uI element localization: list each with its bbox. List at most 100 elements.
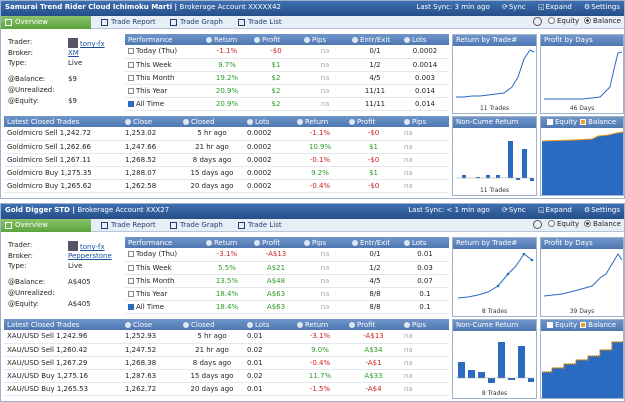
sync-button[interactable]: ⟳Sync (501, 3, 526, 11)
return-by-trade-chart[interactable]: Return by Trade# 8 Trades (452, 237, 537, 317)
equity-balance-chart[interactable]: Equity Balance (540, 319, 624, 399)
performance-table: Performance Return Profit Pips Entr/Exit… (125, 237, 449, 314)
account-label: Brokerage Account XXX27 (77, 206, 170, 214)
sync-button[interactable]: ⟳Sync (501, 206, 526, 214)
checkbox-icon[interactable] (128, 251, 134, 258)
tab-trade-list[interactable]: Trade List (234, 16, 282, 29)
graph-icon (170, 222, 177, 229)
table-row[interactable]: XAU/USD Buy 1,275.16 1,287.63 15 days ago 0… (4, 369, 449, 383)
non-cume-return-chart[interactable]: Non-Cume Return 8 Trades (452, 319, 537, 399)
sort-icon (304, 36, 310, 43)
settings-button[interactable]: ⚙Settings (584, 206, 620, 214)
return-by-trade-chart[interactable]: Return by Trade# 11 Trades (452, 34, 537, 114)
last-sync: Last Sync: < 1 min ago (408, 206, 490, 214)
expand-button[interactable]: ◱Expand (537, 3, 572, 11)
table-row[interactable]: XAU/USD Sell 1,267.29 1,268.38 8 days ago 0… (4, 356, 449, 370)
sort-icon (404, 239, 410, 246)
tab-trade-graph[interactable]: Trade Graph (166, 219, 223, 232)
table-row[interactable]: This Month 19.2% $2 na 4/5 0.003 (125, 71, 449, 85)
sort-icon (404, 321, 410, 328)
sort-icon (247, 118, 253, 125)
table-row[interactable]: This Year 20.9% $2 na 11/11 0.014 (125, 84, 449, 98)
bar-chart (456, 342, 534, 383)
trader-link[interactable]: tony-fx (80, 243, 105, 251)
balance-radio[interactable]: Balance (584, 220, 621, 228)
table-row[interactable]: This Week 9.7% $1 na 1/2 0.0014 (125, 58, 449, 72)
table-row[interactable]: All Time 20.9% $2 na 11/11 0.014 (125, 97, 449, 111)
equity-balance-chart[interactable]: Equity Balance (540, 116, 624, 196)
settings-button[interactable]: ⚙Settings (584, 3, 620, 11)
tab-overview[interactable]: Overview (1, 219, 91, 232)
sort-icon (125, 321, 131, 328)
avatar (68, 38, 78, 48)
equity-value: A$405 (68, 300, 91, 308)
checkbox-icon[interactable] (128, 74, 134, 81)
table-row[interactable]: Goldmicro Sell 1,267.11 1,268.52 8 days ag… (4, 153, 449, 167)
area-chart (542, 341, 623, 398)
options-gear-icon[interactable] (533, 17, 542, 26)
checkbox-icon[interactable] (128, 87, 134, 94)
system-title[interactable]: Gold Digger STD (5, 206, 70, 214)
tab-bar: Overview Trade Report Trade Graph Trade … (1, 16, 624, 29)
equity-radio[interactable]: Equity (548, 17, 579, 25)
system-title[interactable]: Samurai Trend Rider Cloud Ichimoku Marti (5, 3, 173, 11)
sort-icon (297, 321, 303, 328)
balance-radio[interactable]: Balance (584, 17, 621, 25)
tab-overview[interactable]: Overview (1, 16, 91, 29)
overview-icon (5, 19, 12, 26)
closed-trades-header: Latest Closed Trades Close Closed Lots R… (4, 319, 449, 330)
line-chart (456, 49, 535, 98)
table-row[interactable]: XAU/USD Buy 1,265.53 1,262.72 20 days ago 0… (4, 382, 449, 396)
table-row[interactable]: This Year 18.4% A$63 na 8/8 0.1 (125, 287, 449, 301)
list-icon (238, 19, 245, 26)
checkbox-icon[interactable] (128, 264, 134, 271)
checkbox-icon[interactable] (128, 61, 134, 68)
table-row[interactable]: Goldmicro Sell 1,242.72 1,253.02 5 hr ago 0… (4, 127, 449, 141)
options-gear-icon[interactable] (533, 220, 542, 229)
equity-radio[interactable]: Equity (548, 220, 579, 228)
sort-icon (206, 36, 212, 43)
report-icon (101, 19, 108, 26)
sort-icon (183, 118, 189, 125)
account-info: Trader: tony-fx Broker: XM Type: Live @Bala… (8, 38, 105, 105)
table-row[interactable]: XAU/USD Sell 1,260.42 1,247.52 21 hr ago 0.… (4, 343, 449, 357)
table-row[interactable]: Goldmicro Buy 1,275.35 1,288.07 15 days ag… (4, 166, 449, 180)
checkbox-checked-icon[interactable] (128, 303, 134, 310)
table-row[interactable]: This Week 5.5% A$21 na 1/2 0.03 (125, 261, 449, 275)
table-row[interactable]: Goldmicro Sell 1,262.66 1,247.66 21 hr ago… (4, 140, 449, 154)
profit-by-days-chart[interactable]: Profit by Days 39 Days (540, 237, 624, 317)
table-row[interactable]: XAU/USD Sell 1,242.96 1,252.93 5 hr ago 0.0… (4, 330, 449, 344)
report-icon (101, 222, 108, 229)
tab-trade-report[interactable]: Trade Report (97, 219, 156, 232)
table-row[interactable]: All Time 18.4% A$63 na 8/8 0.1 (125, 300, 449, 314)
sort-icon (206, 239, 212, 246)
profit-by-days-chart[interactable]: Profit by Days 46 Days (540, 34, 624, 114)
account-label: Brokerage Account XXXXX42 (179, 3, 281, 11)
balance-legend-icon (580, 119, 587, 125)
checkbox-icon[interactable] (128, 277, 134, 284)
table-row[interactable]: Today (Thu) -1.1% -$0 na 0/1 0.0002 (125, 45, 449, 59)
checkbox-icon[interactable] (128, 48, 134, 55)
sort-icon (183, 321, 189, 328)
checkbox-icon[interactable] (128, 290, 134, 297)
tab-trade-graph[interactable]: Trade Graph (166, 16, 223, 29)
checkbox-checked-icon[interactable] (128, 100, 134, 107)
account-info: Trader: tony-fx Broker: Pepperstone Type: L… (8, 241, 112, 308)
sort-icon (404, 118, 410, 125)
trader-link[interactable]: tony-fx (80, 40, 105, 48)
table-row[interactable]: Goldmicro Buy 1,265.62 1,262.58 20 days ag… (4, 179, 449, 193)
system-panel-2: Gold Digger STD | Brokerage Account XXX2… (0, 203, 625, 402)
expand-button[interactable]: ◱Expand (537, 206, 572, 214)
table-row[interactable]: Today (Thu) -3.1% -A$13 na 0/1 0.01 (125, 248, 449, 262)
equity-legend-icon (547, 119, 553, 125)
tab-trade-report[interactable]: Trade Report (97, 16, 156, 29)
sort-icon (247, 321, 253, 328)
broker-link[interactable]: Pepperstone (68, 252, 112, 260)
sort-icon (349, 321, 355, 328)
table-row[interactable]: This Month 13.5% A$48 na 4/5 0.07 (125, 274, 449, 288)
closed-trades-header: Latest Closed Trades Close Closed Lots R… (4, 116, 449, 127)
broker-link[interactable]: XM (68, 49, 79, 57)
tab-trade-list[interactable]: Trade List (234, 219, 282, 232)
non-cume-return-chart[interactable]: Non-Cume Return 11 Trades (452, 116, 537, 196)
line-chart (544, 51, 623, 100)
